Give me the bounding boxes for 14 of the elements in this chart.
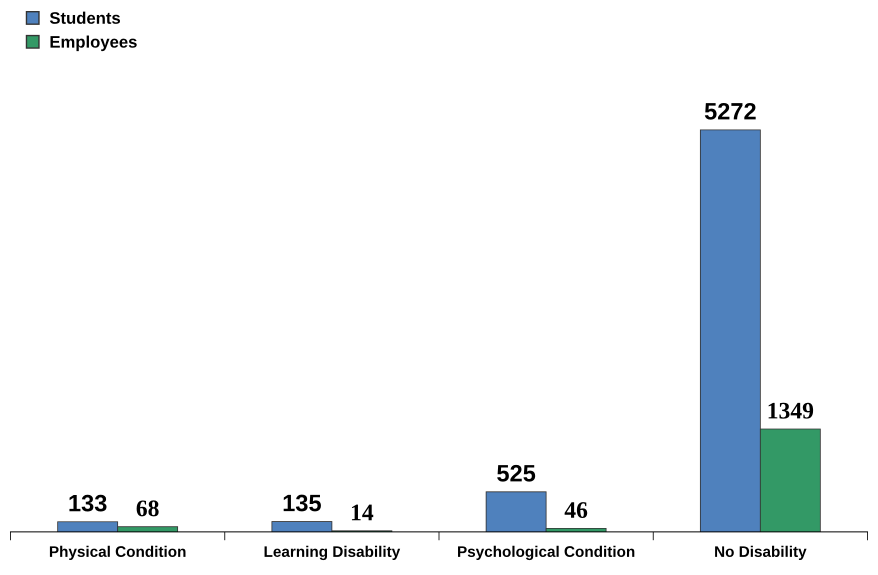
x-tick-label: Learning Disability xyxy=(264,546,400,560)
x-tick-label: Psychological Condition xyxy=(458,546,634,560)
data-label: 525 xyxy=(497,464,536,482)
data-label: 135 xyxy=(284,494,321,512)
data-label: 68 xyxy=(136,500,159,516)
x-tick-label: No Disability xyxy=(715,546,807,560)
data-label: 14 xyxy=(352,504,374,520)
legend-label: Employees xyxy=(50,36,137,52)
x-tick-label: Physical Condition xyxy=(50,546,186,560)
data-label: 1349 xyxy=(768,402,814,419)
legend-label: Students xyxy=(50,12,120,24)
data-label: 46 xyxy=(564,502,588,518)
data-label: 133 xyxy=(69,494,107,512)
data-label: 5272 xyxy=(704,102,756,120)
